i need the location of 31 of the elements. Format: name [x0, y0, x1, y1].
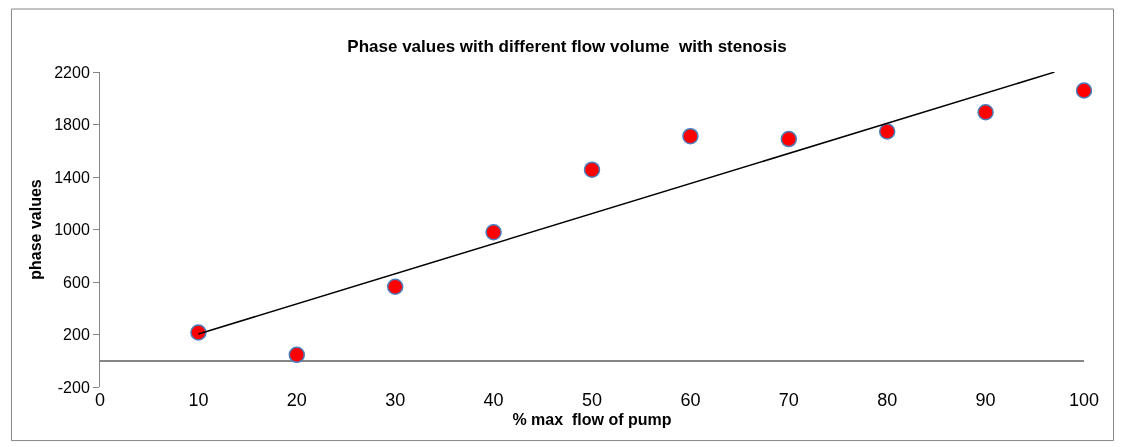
x-tick-label: 0 — [94, 390, 106, 410]
x-tick-label: 80 — [877, 390, 898, 410]
x-tick-label: 30 — [385, 390, 406, 410]
point — [1075, 82, 1093, 99]
x-tick-label: 100 — [1068, 390, 1100, 410]
chart-title: Phase values with different flow volume with stenosis — [347, 37, 787, 57]
point — [190, 324, 207, 341]
y-tick-label: 200 — [63, 326, 90, 344]
y-axis-title: phase values — [27, 179, 45, 280]
x-tick-label: 60 — [680, 390, 701, 410]
x-tick-label: 10 — [188, 390, 209, 410]
y-tick-label: 600 — [63, 273, 90, 291]
y-tick-label: 2200 — [54, 63, 90, 81]
x-axis-title: % max flow of pump — [512, 410, 672, 428]
x-tick-label: 70 — [778, 390, 799, 410]
point — [583, 161, 601, 178]
point — [485, 224, 502, 241]
x-tick-label: 20 — [286, 390, 307, 410]
y-tick-label: 1800 — [54, 116, 90, 134]
point — [977, 104, 994, 121]
y-tick-label: -200 — [57, 378, 90, 396]
point — [682, 127, 699, 145]
y-tick-label: 1000 — [54, 221, 90, 239]
x-tick-label: 40 — [483, 390, 504, 410]
x-tick-label: 50 — [581, 390, 603, 410]
point — [878, 123, 896, 140]
point — [780, 130, 798, 148]
point — [288, 346, 306, 364]
point — [386, 278, 404, 295]
x-tick-label: 90 — [975, 390, 996, 410]
y-tick-label: 1400 — [54, 168, 90, 186]
